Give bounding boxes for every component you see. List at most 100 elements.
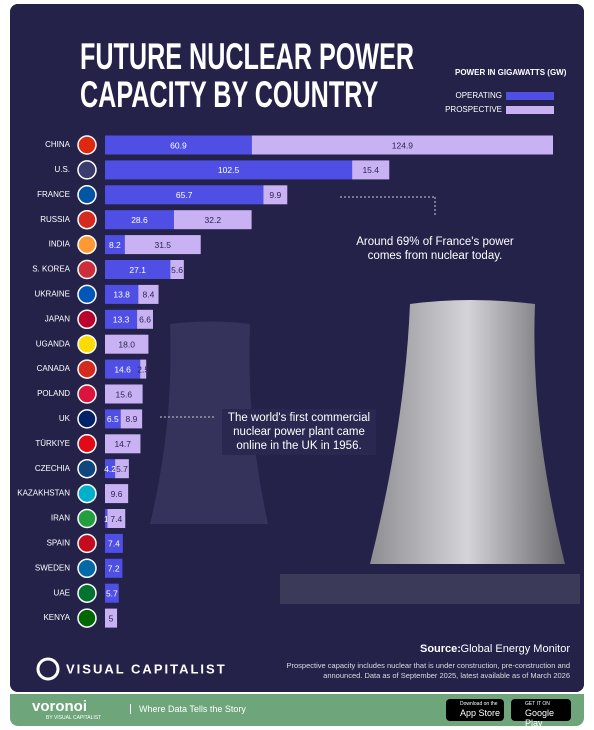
flag [77, 533, 97, 554]
value-label: 7.4 [110, 514, 122, 524]
value-label: 4.2 [104, 464, 116, 474]
value-label: 6.6 [139, 315, 151, 325]
category-label: JAPAN [45, 314, 70, 323]
flag [77, 384, 97, 404]
bar-segment [115, 459, 129, 479]
bar-segment [105, 558, 123, 578]
value-label: 124.9 [392, 140, 414, 150]
flag [77, 558, 97, 579]
bar-segment [105, 185, 264, 205]
tagline: Where Data Tells the Story [130, 704, 246, 714]
bar-segment [124, 235, 201, 255]
category-label: KENYA [43, 613, 70, 622]
bar-segment [105, 384, 143, 404]
flag [77, 135, 97, 155]
category-label: KAZAKHSTAN [17, 489, 70, 498]
legend-label: OPERATING [455, 91, 502, 100]
google-play-badge[interactable]: GET IT ON Google Play [511, 699, 571, 728]
value-label: 15.6 [116, 389, 133, 399]
flag [77, 458, 97, 479]
badge-top: Download on the [460, 701, 498, 707]
bar-segment [105, 434, 141, 454]
value-label: 14.7 [114, 439, 131, 449]
bar-segment [105, 260, 171, 279]
flag [77, 160, 97, 180]
value-label: 15.4 [362, 165, 379, 175]
bar-segment [251, 135, 553, 155]
value-label: 6.5 [107, 414, 119, 424]
value-label: 27.1 [129, 265, 146, 275]
value-label: 5.7 [106, 588, 118, 598]
annotation: Around 69% of France's power comes from … [356, 236, 514, 262]
category-label: RUSSIA [40, 215, 70, 224]
bar-segment [105, 160, 353, 180]
bar-segment [137, 309, 153, 329]
bar-segment [105, 235, 125, 255]
value-label: 8.4 [142, 290, 154, 300]
bar-segment [105, 583, 119, 603]
category-label: U.S. [54, 165, 70, 174]
bar-segment [105, 409, 121, 429]
category-label: POLAND [37, 389, 70, 398]
value-label: 7.4 [108, 539, 120, 549]
bar-segment [263, 185, 288, 205]
value-label: 18.0 [118, 339, 135, 349]
category-label: IRAN [51, 514, 70, 523]
brand-icon [36, 657, 60, 681]
logo: voronoi [32, 698, 87, 715]
logo-sub: BY VISUAL CAPITALIST [46, 715, 102, 721]
legend-label: PROSPECTIVE [445, 105, 502, 114]
source-label: Source: [420, 643, 461, 655]
flag [77, 284, 97, 305]
category-label: CANADA [37, 364, 71, 373]
value-label: 1 [104, 514, 109, 524]
value-label: 5.7 [116, 464, 128, 474]
value-label: 13.3 [113, 315, 130, 325]
flag [77, 185, 97, 205]
category-label: UKRAINE [34, 290, 70, 299]
app-store-badge[interactable]: Download on the App Store [446, 699, 504, 721]
bar-segment [105, 608, 118, 628]
flag [77, 508, 97, 529]
value-label: 13.8 [113, 290, 130, 300]
bar-segment [105, 334, 149, 354]
value-label: 28.6 [131, 215, 148, 225]
bar-segment [105, 284, 139, 304]
flag [77, 409, 97, 429]
chart: OPERATING PROSPECTIVE CHINA 60.9 124.9 U.S.… [10, 4, 584, 692]
bar-segment [105, 135, 252, 155]
cooling-tower [370, 300, 565, 564]
ground [280, 574, 580, 604]
flag [77, 583, 97, 603]
value-label: 7.2 [108, 564, 120, 574]
bar-segment [105, 210, 174, 230]
flag [77, 234, 97, 255]
bar-segment [105, 459, 116, 479]
flag [77, 359, 97, 379]
bar-segment [352, 160, 390, 180]
flag [77, 334, 97, 354]
flag [77, 309, 97, 330]
category-label: FRANCE [37, 190, 70, 199]
value-label: 5 [109, 613, 114, 623]
value-label: 2.5 [137, 364, 149, 374]
value-label: 60.9 [170, 140, 187, 150]
value-label: 9.6 [111, 489, 123, 499]
category-label: UAE [54, 588, 70, 597]
value-label: 102.5 [218, 165, 240, 175]
note: Prospective capacity includes nuclear th… [286, 661, 570, 680]
value-label: 65.7 [176, 190, 193, 200]
flag [77, 259, 97, 280]
source: Global Energy Monitor [461, 643, 571, 655]
badge-label: Google Play [525, 708, 555, 728]
bar-segment [105, 484, 129, 504]
infographic: OPERATING PROSPECTIVE CHINA 60.9 124.9 U.S.… [10, 4, 584, 692]
category-label: TÜRKIYE [35, 439, 70, 448]
flag [77, 483, 97, 504]
value-label: 32.2 [205, 215, 222, 225]
bar-segment [107, 509, 126, 528]
bar-segment [105, 359, 141, 379]
value-label: 5.6 [171, 265, 183, 275]
legend-swatch [506, 106, 554, 114]
